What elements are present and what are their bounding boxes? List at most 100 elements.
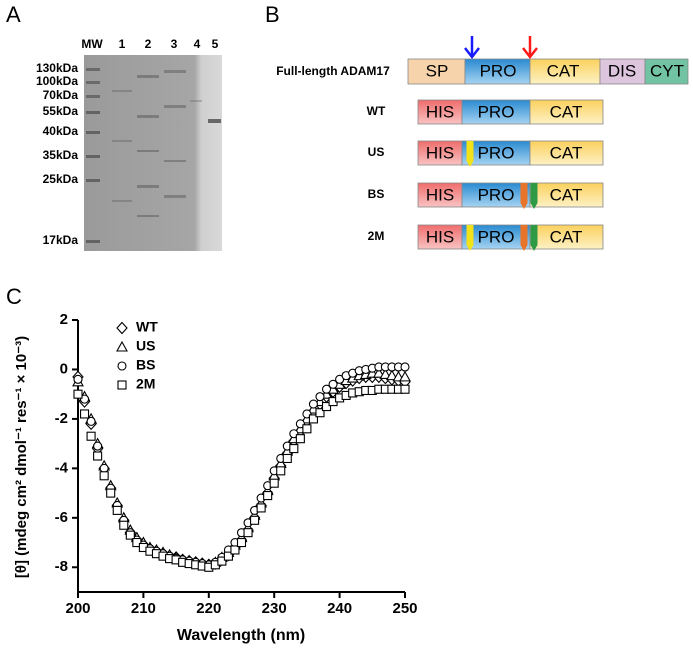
marker: [217, 556, 227, 566]
x-tick-label: 220: [196, 600, 221, 617]
cleavage-arrow: [464, 36, 480, 60]
marker: [328, 379, 338, 389]
domain: [461, 182, 531, 208]
panel-label: B: [265, 2, 280, 27]
domain-label: HIS: [426, 102, 454, 121]
panel-b: B Full-length ADAM17 SP PRO CAT DIS CYT …: [265, 2, 689, 251]
marker: [86, 416, 96, 426]
marker-label: 40kDa: [43, 124, 79, 138]
marker: [295, 434, 305, 444]
lane-label: 3: [171, 37, 178, 51]
domain-label: CYT: [650, 61, 684, 80]
domain-label: SP: [426, 61, 449, 80]
construct-label: Full-length ADAM17: [276, 64, 390, 78]
marker: [385, 369, 398, 381]
x-tick-label: 230: [262, 600, 287, 617]
band: [86, 68, 100, 71]
band: [137, 115, 159, 118]
mutation-marker: [466, 141, 474, 167]
marker: [276, 466, 286, 476]
marker-label: 55kDa: [43, 104, 79, 118]
marker: [399, 370, 411, 382]
marker: [250, 515, 260, 525]
x-tick-label: 200: [65, 600, 90, 617]
marker: [99, 463, 109, 473]
legend-marker: [117, 380, 127, 390]
legend-marker: [116, 321, 128, 335]
marker: [86, 431, 96, 441]
marker: [119, 520, 129, 530]
domain: [529, 99, 604, 125]
marker: [269, 478, 279, 488]
series: [73, 384, 410, 572]
marker-labels: 130kDa 100kDa 70kDa 55kDa 40kDa 35kDa 25…: [36, 61, 78, 247]
y-tick-label: -8: [55, 558, 68, 575]
arrow: [522, 36, 538, 60]
domain: [529, 182, 604, 208]
x-tick-label: 250: [392, 600, 417, 617]
domain: [464, 58, 531, 85]
domain-label: DIS: [608, 61, 636, 80]
band: [164, 70, 186, 73]
marker: [372, 367, 385, 378]
marker: [73, 374, 83, 384]
lane-label: 5: [212, 37, 219, 51]
marker-label: 17kDa: [43, 233, 79, 247]
marker: [99, 471, 109, 481]
marker: [93, 441, 103, 451]
domain: [644, 58, 689, 85]
marker: [263, 491, 273, 501]
band: [86, 131, 100, 134]
marker: [223, 551, 233, 561]
domain-label: CAT: [547, 61, 580, 80]
lane-label: 4: [194, 37, 201, 51]
band: [137, 150, 159, 152]
domain-label: CAT: [550, 102, 583, 121]
gel-bands: [86, 68, 221, 243]
legend-label: BS: [136, 357, 155, 373]
band: [112, 140, 132, 142]
lane-labels: MW 1 2 3 4 5: [81, 37, 218, 51]
domain-label: HIS: [426, 185, 454, 204]
construct-label: WT: [367, 104, 386, 118]
domain: [529, 58, 601, 85]
lane-label: 1: [119, 37, 126, 51]
marker: [132, 537, 142, 548]
band: [208, 119, 221, 123]
band: [86, 95, 100, 98]
y-tick-label: 2: [60, 311, 68, 328]
band: [164, 160, 186, 162]
marker: [321, 384, 332, 394]
marker: [112, 505, 122, 515]
domain-label: PRO: [478, 102, 515, 121]
domain-label: PRO: [478, 185, 515, 204]
y-tick-label: -4: [55, 459, 69, 476]
band: [86, 179, 100, 182]
lane-label: 2: [145, 37, 152, 51]
domain: [461, 99, 531, 125]
construct-label: 2M: [368, 229, 385, 243]
marker: [282, 453, 292, 464]
panel-label: C: [6, 284, 22, 309]
band: [137, 75, 159, 78]
domain-label: CAT: [550, 185, 583, 204]
marker: [315, 408, 325, 418]
cleavage-arrow: [522, 36, 538, 60]
construct-label: US: [368, 145, 385, 159]
marker: [106, 488, 116, 498]
legend-label: WT: [136, 319, 158, 335]
marker: [125, 530, 135, 540]
domain: [417, 140, 463, 166]
mutation-marker: [520, 225, 528, 251]
marker: [289, 444, 299, 454]
marker: [230, 545, 240, 555]
domain-label: PRO: [478, 227, 515, 246]
band: [164, 195, 186, 198]
domain-label: HIS: [426, 227, 454, 246]
y-tick-label: -2: [55, 410, 68, 427]
y-tick-label: -6: [55, 509, 68, 526]
marker-label: 100kDa: [36, 74, 78, 88]
mutation-marker: [466, 225, 474, 251]
marker: [400, 362, 410, 372]
